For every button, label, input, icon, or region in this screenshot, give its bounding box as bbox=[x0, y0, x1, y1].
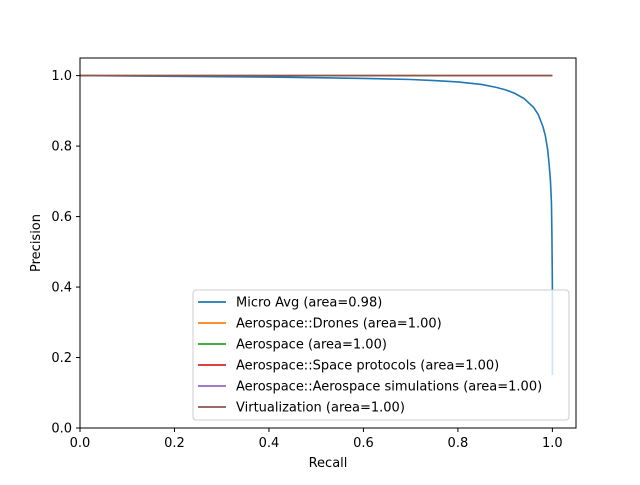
x-tick-label: 0.6 bbox=[353, 436, 374, 451]
legend-label-4: Aerospace::Aerospace simulations (area=1… bbox=[236, 380, 542, 395]
y-tick-label: 0.2 bbox=[51, 351, 72, 366]
legend-label-3: Aerospace::Space protocols (area=1.00) bbox=[236, 359, 499, 374]
x-axis-ticks: 0.0 0.2 0.4 0.6 0.8 1.0 bbox=[70, 428, 563, 451]
x-axis-label: Recall bbox=[309, 456, 348, 471]
y-tick-label: 0.6 bbox=[51, 210, 72, 225]
x-tick-label: 1.0 bbox=[542, 436, 563, 451]
x-tick-label: 0.0 bbox=[70, 436, 91, 451]
legend-box bbox=[192, 289, 570, 421]
legend-label-5: Virtualization (area=1.00) bbox=[236, 401, 405, 416]
x-tick-label: 0.4 bbox=[259, 436, 280, 451]
y-axis-ticks: 0.0 0.2 0.4 0.6 0.8 1.0 bbox=[51, 69, 80, 437]
y-tick-label: 1.0 bbox=[51, 69, 72, 84]
legend: Micro Avg (area=0.98)Aerospace::Drones (… bbox=[192, 289, 570, 421]
y-tick-label: 0.0 bbox=[51, 422, 72, 437]
y-axis-label: Precision bbox=[29, 214, 44, 272]
plot-frame bbox=[79, 57, 577, 429]
plot-lines bbox=[79, 74, 554, 376]
legend-label-2: Aerospace (area=1.00) bbox=[236, 338, 387, 353]
x-tick-label: 0.2 bbox=[164, 436, 185, 451]
x-tick-label: 0.8 bbox=[448, 436, 469, 451]
series-line-0 bbox=[79, 74, 554, 376]
legend-label-1: Aerospace::Drones (area=1.00) bbox=[236, 317, 442, 332]
y-tick-label: 0.4 bbox=[51, 281, 72, 296]
y-tick-label: 0.8 bbox=[51, 140, 72, 155]
legend-label-0: Micro Avg (area=0.98) bbox=[236, 296, 382, 311]
